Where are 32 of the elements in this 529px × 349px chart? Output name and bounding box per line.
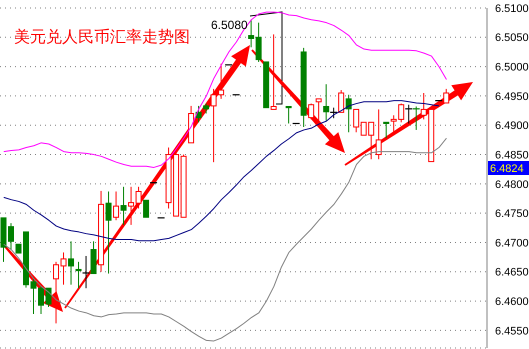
- candlestick: [338, 90, 344, 113]
- candlestick: [203, 103, 210, 114]
- candlestick: [383, 122, 390, 139]
- candlestick: [120, 186, 127, 226]
- candlestick: [106, 190, 112, 274]
- y-tick-label: 6.4600: [495, 296, 529, 308]
- y-tick-label: 6.5050: [495, 32, 529, 44]
- text: 美元兑人民币汇率走势图: [14, 28, 190, 48]
- candlestick: [308, 103, 314, 120]
- y-tick-label: 6.4750: [495, 208, 529, 220]
- y-tick-label: 6.4700: [495, 237, 529, 250]
- y-tick-label: 6.5100: [495, 2, 529, 15]
- y-tick-label: 6.4800: [495, 178, 529, 191]
- candlestick: [143, 200, 150, 218]
- y-tick-label: 6.4950: [495, 90, 529, 103]
- candlestick: [376, 108, 382, 160]
- text: 6.4824: [490, 163, 524, 175]
- candlestick: [76, 261, 82, 289]
- candlestick: [443, 88, 450, 104]
- y-tick-label: 6.4550: [495, 325, 529, 338]
- y-tick-label: 6.5000: [495, 62, 529, 74]
- y-tick-label: 6.4900: [495, 120, 529, 132]
- candlestick: [270, 34, 277, 110]
- y-tick-label: 6.4650: [495, 266, 529, 279]
- line-series: [3, 12, 447, 168]
- candlestick: [323, 84, 330, 122]
- candlestick: [286, 106, 292, 124]
- candlestick: [113, 190, 120, 221]
- annotation: 6.5080: [211, 18, 248, 32]
- candlestick: [68, 240, 74, 286]
- candlestick: [346, 94, 352, 133]
- y-tick-label: 6.4850: [495, 149, 529, 162]
